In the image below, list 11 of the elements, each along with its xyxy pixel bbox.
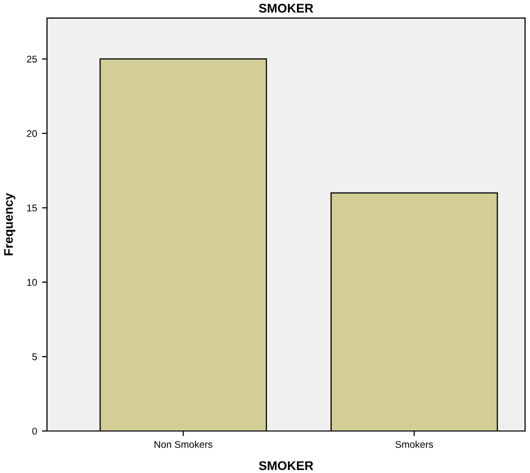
y-tick-label: 10 [27, 278, 37, 286]
chart-title: SMOKER [258, 4, 314, 13]
y-tick-label: 0 [32, 428, 37, 435]
y-tick-label: 25 [26, 56, 37, 63]
y-tick-label: 20 [26, 130, 37, 138]
y-tick-label: 15 [27, 204, 37, 212]
y-tick-label: 5 [32, 353, 37, 360]
x-tick-label: Smokers [395, 440, 434, 448]
x-tick-label: Non Smokers [154, 440, 212, 448]
x-axis-title: SMOKER [258, 461, 314, 470]
y-axis-title: Frequency [4, 192, 16, 256]
